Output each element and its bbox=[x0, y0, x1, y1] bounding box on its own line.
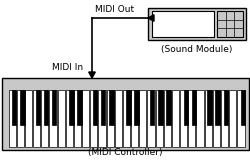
Bar bbox=[52, 90, 56, 125]
Bar bbox=[228, 90, 235, 147]
Bar bbox=[106, 90, 113, 147]
Bar bbox=[122, 90, 130, 147]
Bar bbox=[204, 90, 211, 147]
Bar bbox=[90, 90, 97, 147]
Bar bbox=[183, 90, 187, 125]
Bar bbox=[223, 90, 227, 125]
Bar bbox=[240, 90, 244, 125]
Bar bbox=[12, 90, 16, 125]
Bar bbox=[171, 90, 178, 147]
Bar bbox=[69, 90, 73, 125]
Polygon shape bbox=[148, 15, 154, 21]
Bar bbox=[44, 90, 48, 125]
Bar bbox=[130, 90, 138, 147]
Bar bbox=[109, 90, 113, 125]
Bar bbox=[66, 90, 72, 147]
Bar bbox=[20, 90, 24, 125]
Bar bbox=[220, 90, 227, 147]
Bar bbox=[114, 90, 122, 147]
Bar bbox=[150, 90, 154, 125]
Bar bbox=[49, 90, 56, 147]
Bar bbox=[57, 90, 64, 147]
Bar bbox=[166, 90, 170, 125]
Bar bbox=[236, 90, 244, 147]
Bar bbox=[74, 90, 81, 147]
Polygon shape bbox=[88, 72, 95, 78]
Bar bbox=[188, 90, 195, 147]
Bar bbox=[196, 90, 203, 147]
Bar bbox=[100, 90, 105, 125]
Bar bbox=[16, 90, 24, 147]
Bar bbox=[2, 78, 248, 150]
Bar bbox=[33, 90, 40, 147]
Bar bbox=[152, 11, 213, 37]
Bar bbox=[25, 90, 32, 147]
Bar bbox=[163, 90, 170, 147]
Bar bbox=[139, 90, 146, 147]
Bar bbox=[212, 90, 219, 147]
Bar bbox=[36, 90, 40, 125]
Text: MIDI Out: MIDI Out bbox=[94, 5, 134, 14]
Bar bbox=[92, 90, 97, 125]
Bar bbox=[98, 90, 105, 147]
Bar bbox=[147, 90, 154, 147]
Bar bbox=[134, 90, 138, 125]
Bar bbox=[216, 11, 242, 37]
Bar bbox=[77, 90, 82, 125]
Bar bbox=[41, 90, 48, 147]
Bar bbox=[214, 90, 219, 125]
Bar bbox=[155, 90, 162, 147]
Bar bbox=[158, 90, 162, 125]
Bar bbox=[206, 90, 211, 125]
Bar bbox=[8, 90, 16, 147]
Bar bbox=[191, 90, 196, 125]
Text: (Sound Module): (Sound Module) bbox=[161, 45, 232, 54]
Bar bbox=[180, 90, 186, 147]
Bar bbox=[82, 90, 89, 147]
Text: (MIDI Controller): (MIDI Controller) bbox=[88, 148, 162, 157]
Bar bbox=[148, 8, 245, 40]
Bar bbox=[126, 90, 130, 125]
Text: MIDI In: MIDI In bbox=[52, 63, 83, 72]
